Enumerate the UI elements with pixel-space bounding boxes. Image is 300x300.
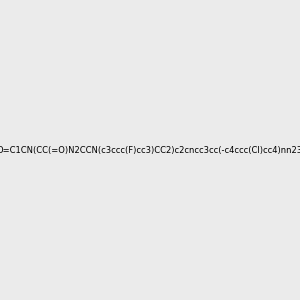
Text: O=C1CN(CC(=O)N2CCN(c3ccc(F)cc3)CC2)c2cncc3cc(-c4ccc(Cl)cc4)nn23: O=C1CN(CC(=O)N2CCN(c3ccc(F)cc3)CC2)c2cnc… <box>0 146 300 154</box>
